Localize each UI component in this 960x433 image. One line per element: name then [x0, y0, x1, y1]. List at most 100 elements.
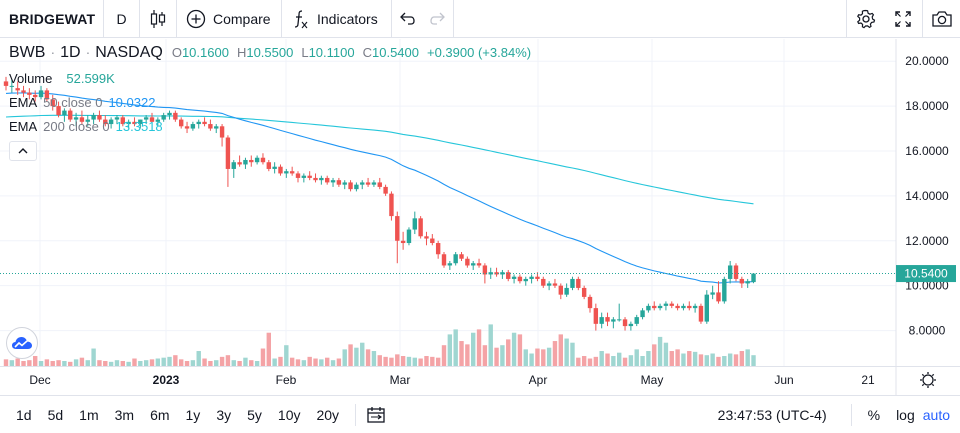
- interval-button[interactable]: D: [104, 0, 140, 38]
- candle: [488, 267, 493, 279]
- volume-bar: [190, 360, 196, 366]
- volume-bar: [546, 347, 552, 366]
- volume-bar: [669, 351, 674, 366]
- settings-button[interactable]: [846, 0, 884, 38]
- fullscreen-button[interactable]: [884, 0, 922, 38]
- volume-bar: [488, 324, 493, 366]
- symbol-search-button[interactable]: BRIDGEWAT: [0, 0, 104, 38]
- low-value: 10.1100: [308, 45, 355, 60]
- volume-bar: [698, 354, 704, 366]
- candle: [634, 314, 639, 327]
- candle-body: [126, 121, 131, 125]
- volume-bar: [9, 360, 15, 366]
- legend-ticker[interactable]: BWB: [9, 44, 46, 61]
- candle-body: [33, 94, 38, 98]
- indicators-button[interactable]: Indicators: [282, 0, 392, 38]
- volume-bar: [506, 339, 511, 366]
- range-button-3m[interactable]: 3m: [114, 406, 135, 423]
- toolbar-right: [846, 0, 960, 38]
- chart-type-button[interactable]: [140, 0, 177, 38]
- candle: [605, 312, 610, 327]
- candle: [138, 119, 143, 129]
- percent-scale-toggle[interactable]: %: [867, 407, 881, 423]
- volume-bar: [687, 351, 692, 366]
- candle: [73, 112, 79, 127]
- range-button-3y[interactable]: 3y: [216, 406, 232, 423]
- ema50-value: 10.0322: [108, 94, 156, 110]
- legend-ohlc: O10.1600 H10.5500 L10.1100 C10.5400 +0.3…: [171, 45, 532, 60]
- volume-bars: [3, 324, 756, 366]
- volume-bar: [622, 357, 628, 366]
- candle: [50, 94, 55, 111]
- time-axis-settings-button[interactable]: [920, 372, 936, 388]
- ema-50-line: [5, 92, 754, 284]
- volume-bar: [494, 347, 499, 366]
- candle: [465, 256, 470, 268]
- candle-body: [482, 265, 488, 275]
- candle: [249, 155, 254, 167]
- candle: [459, 252, 464, 261]
- candle-body: [97, 115, 102, 120]
- candle: [284, 168, 289, 178]
- candle: [622, 317, 628, 331]
- candle-body: [330, 180, 336, 183]
- volume-bar: [459, 341, 464, 366]
- volume-bar: [523, 349, 528, 366]
- range-button-1y[interactable]: 1y: [185, 406, 201, 423]
- volume-bar: [15, 358, 20, 366]
- candle: [155, 117, 161, 127]
- volume-bar: [173, 355, 178, 366]
- range-button-10y[interactable]: 10y: [277, 406, 301, 423]
- price-chart[interactable]: 20.0000 18.0000 16.0000 14.0000 12.0000 10.00…: [0, 39, 960, 395]
- candle: [599, 312, 604, 329]
- candle: [126, 119, 131, 129]
- range-button-5y[interactable]: 5y: [247, 406, 262, 423]
- range-button-1d[interactable]: 1d: [16, 406, 32, 423]
- candle-body: [739, 278, 745, 284]
- tradingview-logo[interactable]: [6, 327, 38, 359]
- volume-bar: [745, 349, 750, 366]
- legend-title: BWB · 1D · NASDAQ O10.1600 H10.5500 L10.…: [9, 44, 532, 61]
- candle: [108, 117, 114, 129]
- log-scale-toggle[interactable]: log: [896, 407, 915, 423]
- candle-body: [272, 166, 277, 169]
- candle: [745, 278, 750, 288]
- legend-ema200-row[interactable]: EMA 200 close 0 13.3518: [9, 114, 531, 138]
- candle: [546, 281, 552, 291]
- date-range-icon[interactable]: [366, 406, 386, 424]
- compare-button[interactable]: Compare: [177, 0, 282, 38]
- redo-icon[interactable]: [429, 11, 447, 27]
- time-tick-label: May: [641, 373, 664, 387]
- range-button-6m[interactable]: 6m: [150, 406, 170, 423]
- candle: [295, 171, 301, 183]
- volume-bar: [342, 349, 347, 366]
- clock-label[interactable]: 23:47:53 (UTC-4): [717, 407, 827, 423]
- candle-body: [733, 265, 739, 279]
- candle: [243, 157, 248, 169]
- candle-body: [354, 184, 359, 190]
- volume-bar: [266, 332, 271, 366]
- candle: [167, 110, 172, 120]
- candle-body: [68, 110, 73, 120]
- chart-area[interactable]: 20.0000 18.0000 16.0000 14.0000 12.0000 10.00…: [0, 39, 960, 395]
- candle: [27, 88, 32, 100]
- candle-body: [371, 182, 377, 185]
- range-button-1m[interactable]: 1m: [79, 406, 99, 423]
- candle: [254, 155, 260, 165]
- legend-collapse-button[interactable]: [9, 141, 37, 161]
- legend-ema50-row[interactable]: EMA 50 close 0 10.0322: [9, 90, 531, 114]
- candle: [716, 281, 721, 304]
- candle-body: [716, 292, 721, 302]
- volume-bar: [38, 361, 44, 366]
- auto-scale-toggle[interactable]: auto: [922, 407, 950, 423]
- range-button-20y[interactable]: 20y: [316, 406, 340, 423]
- candle-body: [208, 124, 213, 129]
- volume-bar: [482, 345, 488, 366]
- volume-bar: [576, 357, 581, 366]
- volume-bar: [628, 355, 634, 366]
- undo-icon[interactable]: [398, 11, 416, 27]
- snapshot-button[interactable]: [922, 0, 960, 38]
- legend-volume-row[interactable]: Volume 52.599K: [9, 66, 531, 90]
- range-button-5d[interactable]: 5d: [47, 406, 64, 423]
- candle-body: [219, 126, 225, 138]
